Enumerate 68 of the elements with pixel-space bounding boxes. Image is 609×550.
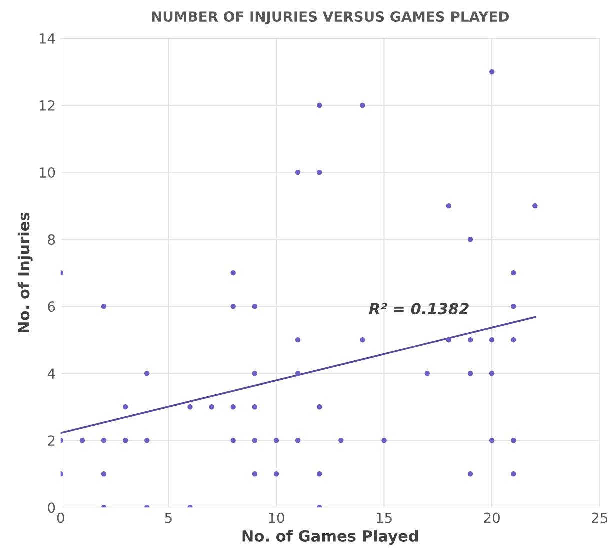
point: [274, 472, 280, 477]
x-tick-label: 10: [269, 512, 284, 524]
point: [468, 337, 474, 343]
point: [101, 304, 107, 310]
point: [80, 438, 86, 444]
point: [252, 371, 258, 376]
point: [424, 371, 430, 376]
point: [252, 404, 258, 410]
point: [511, 472, 516, 477]
point: [360, 102, 366, 108]
point: [295, 438, 301, 444]
y-tick-label: 6: [48, 302, 56, 312]
y-tick-label: 12: [40, 100, 55, 111]
point: [230, 404, 236, 410]
point: [101, 472, 107, 477]
point: [360, 337, 366, 343]
point: [295, 170, 301, 176]
point: [230, 270, 236, 276]
point: [511, 337, 516, 343]
point: [295, 337, 301, 343]
point: [511, 304, 516, 310]
point: [532, 203, 538, 209]
annotation: R² = 0.1382: [369, 303, 469, 315]
chart-title: NUMBER OF INJURIES VERSUS GAMES PLAYED: [152, 12, 510, 25]
y-axis-title: No. of Injuries: [18, 212, 33, 333]
point: [188, 404, 193, 410]
point: [489, 438, 495, 444]
point: [489, 69, 495, 75]
point: [468, 236, 474, 242]
x-tick-label: 25: [592, 512, 608, 524]
x-tick-label: 5: [165, 512, 172, 524]
point: [122, 438, 128, 444]
x-tick-label: 20: [484, 512, 500, 524]
point: [446, 337, 452, 343]
point: [317, 170, 322, 176]
y-tick-label: 8: [48, 234, 56, 246]
point: [489, 371, 495, 376]
x-tick-label: 15: [376, 512, 392, 524]
point: [317, 472, 322, 477]
y-tick-label: 10: [40, 168, 56, 178]
x-axis-title: No. of Games Played: [242, 530, 418, 546]
point: [468, 472, 474, 477]
x-tick-label: 0: [57, 512, 64, 524]
point: [446, 203, 452, 209]
point: [230, 304, 236, 310]
point: [252, 472, 258, 477]
point: [274, 438, 280, 444]
point: [489, 337, 495, 343]
y-tick-label: 14: [40, 34, 56, 44]
point: [511, 438, 516, 444]
point: [252, 438, 258, 444]
point: [144, 438, 150, 444]
point: [101, 438, 107, 444]
point: [122, 404, 128, 410]
point: [317, 404, 322, 410]
y-tick-label: 0: [48, 502, 56, 514]
point: [468, 371, 474, 376]
point: [209, 404, 214, 410]
point: [230, 438, 236, 444]
point: [144, 371, 150, 376]
y-tick-label: 2: [48, 436, 55, 446]
point: [338, 438, 344, 444]
point: [317, 102, 322, 108]
point: [511, 270, 516, 276]
point: [252, 304, 258, 310]
point: [382, 438, 387, 444]
point: [295, 371, 301, 376]
y-tick-label: 4: [48, 368, 56, 379]
